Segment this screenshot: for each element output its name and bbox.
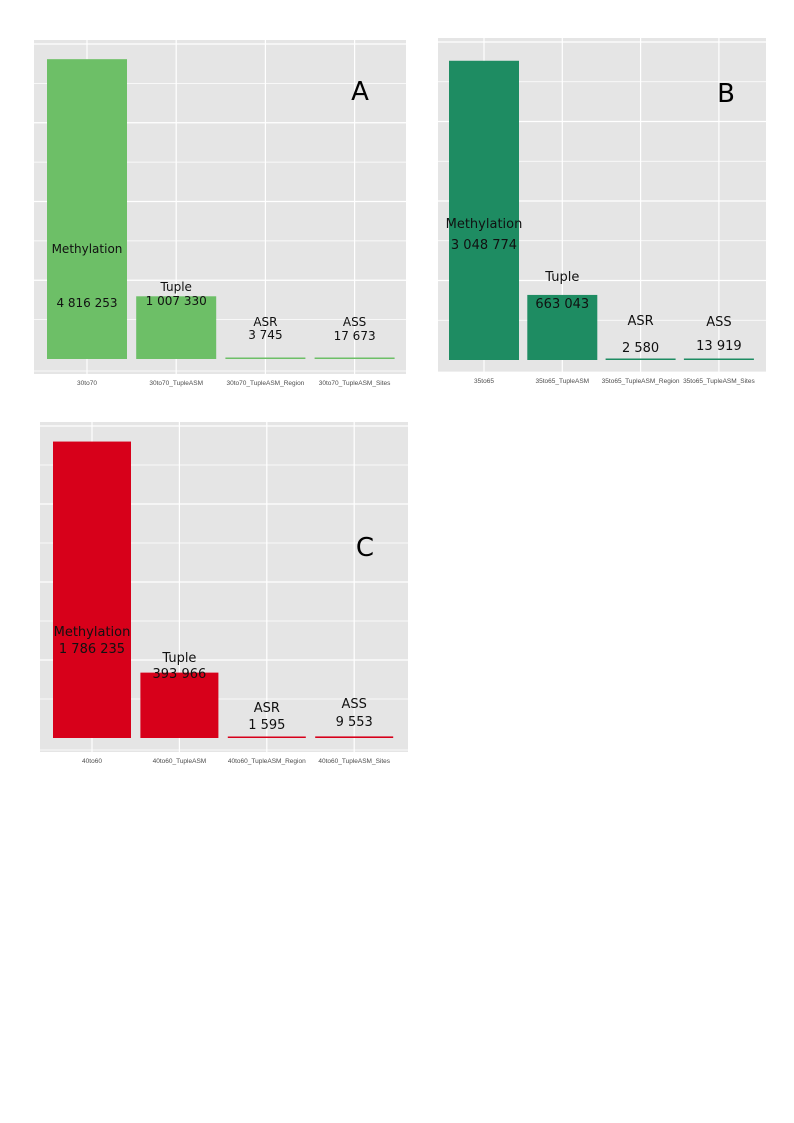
bar-label-name: Tuple <box>544 270 579 285</box>
x-tick-label: 30to70_TupleASM <box>149 380 203 387</box>
panel-letter-a: A <box>351 77 369 107</box>
bar-30to70_TupleASM_Region <box>225 357 306 359</box>
x-tick-label: 40to60_TupleASM <box>153 758 207 765</box>
x-tick-label: 35to65_TupleASM <box>535 378 589 385</box>
bar-label-name: ASR <box>628 314 654 329</box>
bar-label-name: Methylation <box>54 625 131 640</box>
bar-35to65_TupleASM_Sites <box>683 358 754 360</box>
panel-letter-b: B <box>717 79 735 109</box>
x-tick-label: 35to65_TupleASM_Sites <box>683 378 755 385</box>
x-tick-label: 35to65 <box>474 378 494 385</box>
chart-panel-c: Methylation 1 786 235 Tuple 393 966 ASR 1 595… <box>40 422 408 772</box>
x-tick-label: 40to60_TupleASM_Sites <box>318 758 390 765</box>
x-tick-label: 35to65_TupleASM_Region <box>602 378 680 385</box>
bar-label-value: 13 919 <box>696 339 742 354</box>
bar-label-name: Methylation <box>52 242 123 256</box>
chart-panel-a: Methylation 4 816 253 Tuple 1 007 330 ASR 3 7… <box>34 40 406 396</box>
bar-label-value: 1 007 330 <box>146 294 207 308</box>
bar-label-value: 1 595 <box>248 718 285 733</box>
bar-label-value: 9 553 <box>336 715 373 730</box>
bar-30to70 <box>47 59 127 359</box>
bar-label-value: 2 580 <box>622 341 659 356</box>
bar-35to65_TupleASM <box>527 294 598 360</box>
bar-chart-b: Methylation 3 048 774 Tuple 663 043 ASR 2 580… <box>438 38 766 385</box>
x-tick-label: 30to70 <box>77 380 97 387</box>
bar-label-value: 393 966 <box>153 667 207 682</box>
bar-label-value: 17 673 <box>334 329 376 343</box>
bar-35to65_TupleASM_Region <box>605 358 676 360</box>
bar-label-name: ASS <box>341 697 366 712</box>
x-tick-label: 40to60 <box>82 758 102 765</box>
bar-30to70_TupleASM <box>136 296 217 359</box>
bar-40to60_TupleASM <box>140 672 219 738</box>
chart-panel-b: Methylation 3 048 774 Tuple 663 043 ASR 2 580… <box>438 38 766 394</box>
bar-40to60 <box>53 441 131 738</box>
bar-40to60_TupleASM_Sites <box>315 736 394 738</box>
x-tick-label: 30to70_TupleASM_Sites <box>319 380 391 387</box>
bar-40to60_TupleASM_Region <box>227 736 306 738</box>
bar-label-value: 3 745 <box>248 328 282 342</box>
bar-label-name: ASR <box>254 701 280 716</box>
bar-30to70_TupleASM_Sites <box>314 357 395 359</box>
bar-label-value: 4 816 253 <box>56 296 117 310</box>
bar-label-value: 3 048 774 <box>451 238 517 253</box>
bar-label-name: ASS <box>343 315 366 329</box>
bar-label-name: Tuple <box>159 280 191 294</box>
bar-label-name: ASR <box>253 315 277 329</box>
bar-label-name: Tuple <box>161 651 196 666</box>
bar-label-value: 1 786 235 <box>59 642 125 657</box>
bar-35to65 <box>449 60 519 360</box>
bar-label-name: ASS <box>706 315 731 330</box>
bar-label-value: 663 043 <box>535 297 589 312</box>
bar-label-name: Methylation <box>446 217 523 232</box>
panel-letter-c: C <box>356 533 374 563</box>
x-tick-label: 30to70_TupleASM_Region <box>226 380 304 387</box>
x-tick-label: 40to60_TupleASM_Region <box>228 758 306 765</box>
